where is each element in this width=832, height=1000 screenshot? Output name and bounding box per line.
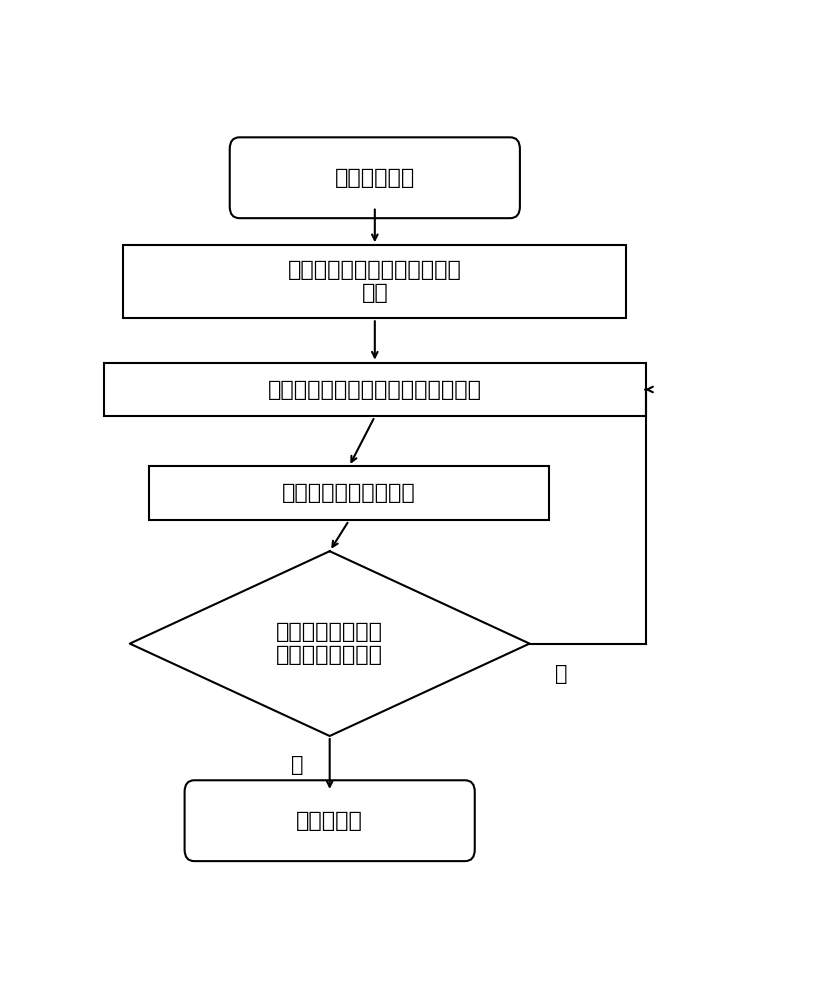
- Text: 否: 否: [556, 664, 568, 684]
- Text: 问题优化，优化过程得到新的变量值: 问题优化，优化过程得到新的变量值: [268, 379, 482, 399]
- Text: 设置优化过程中的各种变量初
始值: 设置优化过程中的各种变量初 始值: [288, 260, 462, 303]
- Text: 所得值和上次差距
是否小于预定值？: 所得值和上次差距 是否小于预定值？: [276, 622, 384, 665]
- FancyBboxPatch shape: [104, 363, 646, 416]
- Text: 系统最优值: 系统最优值: [296, 811, 363, 831]
- Text: 是: 是: [291, 755, 304, 775]
- FancyBboxPatch shape: [230, 137, 520, 218]
- Text: 设置系统参数: 设置系统参数: [334, 168, 415, 188]
- Text: 计算系统的安全和速率: 计算系统的安全和速率: [282, 483, 416, 503]
- FancyBboxPatch shape: [123, 245, 626, 318]
- FancyBboxPatch shape: [149, 466, 549, 520]
- FancyBboxPatch shape: [185, 780, 475, 861]
